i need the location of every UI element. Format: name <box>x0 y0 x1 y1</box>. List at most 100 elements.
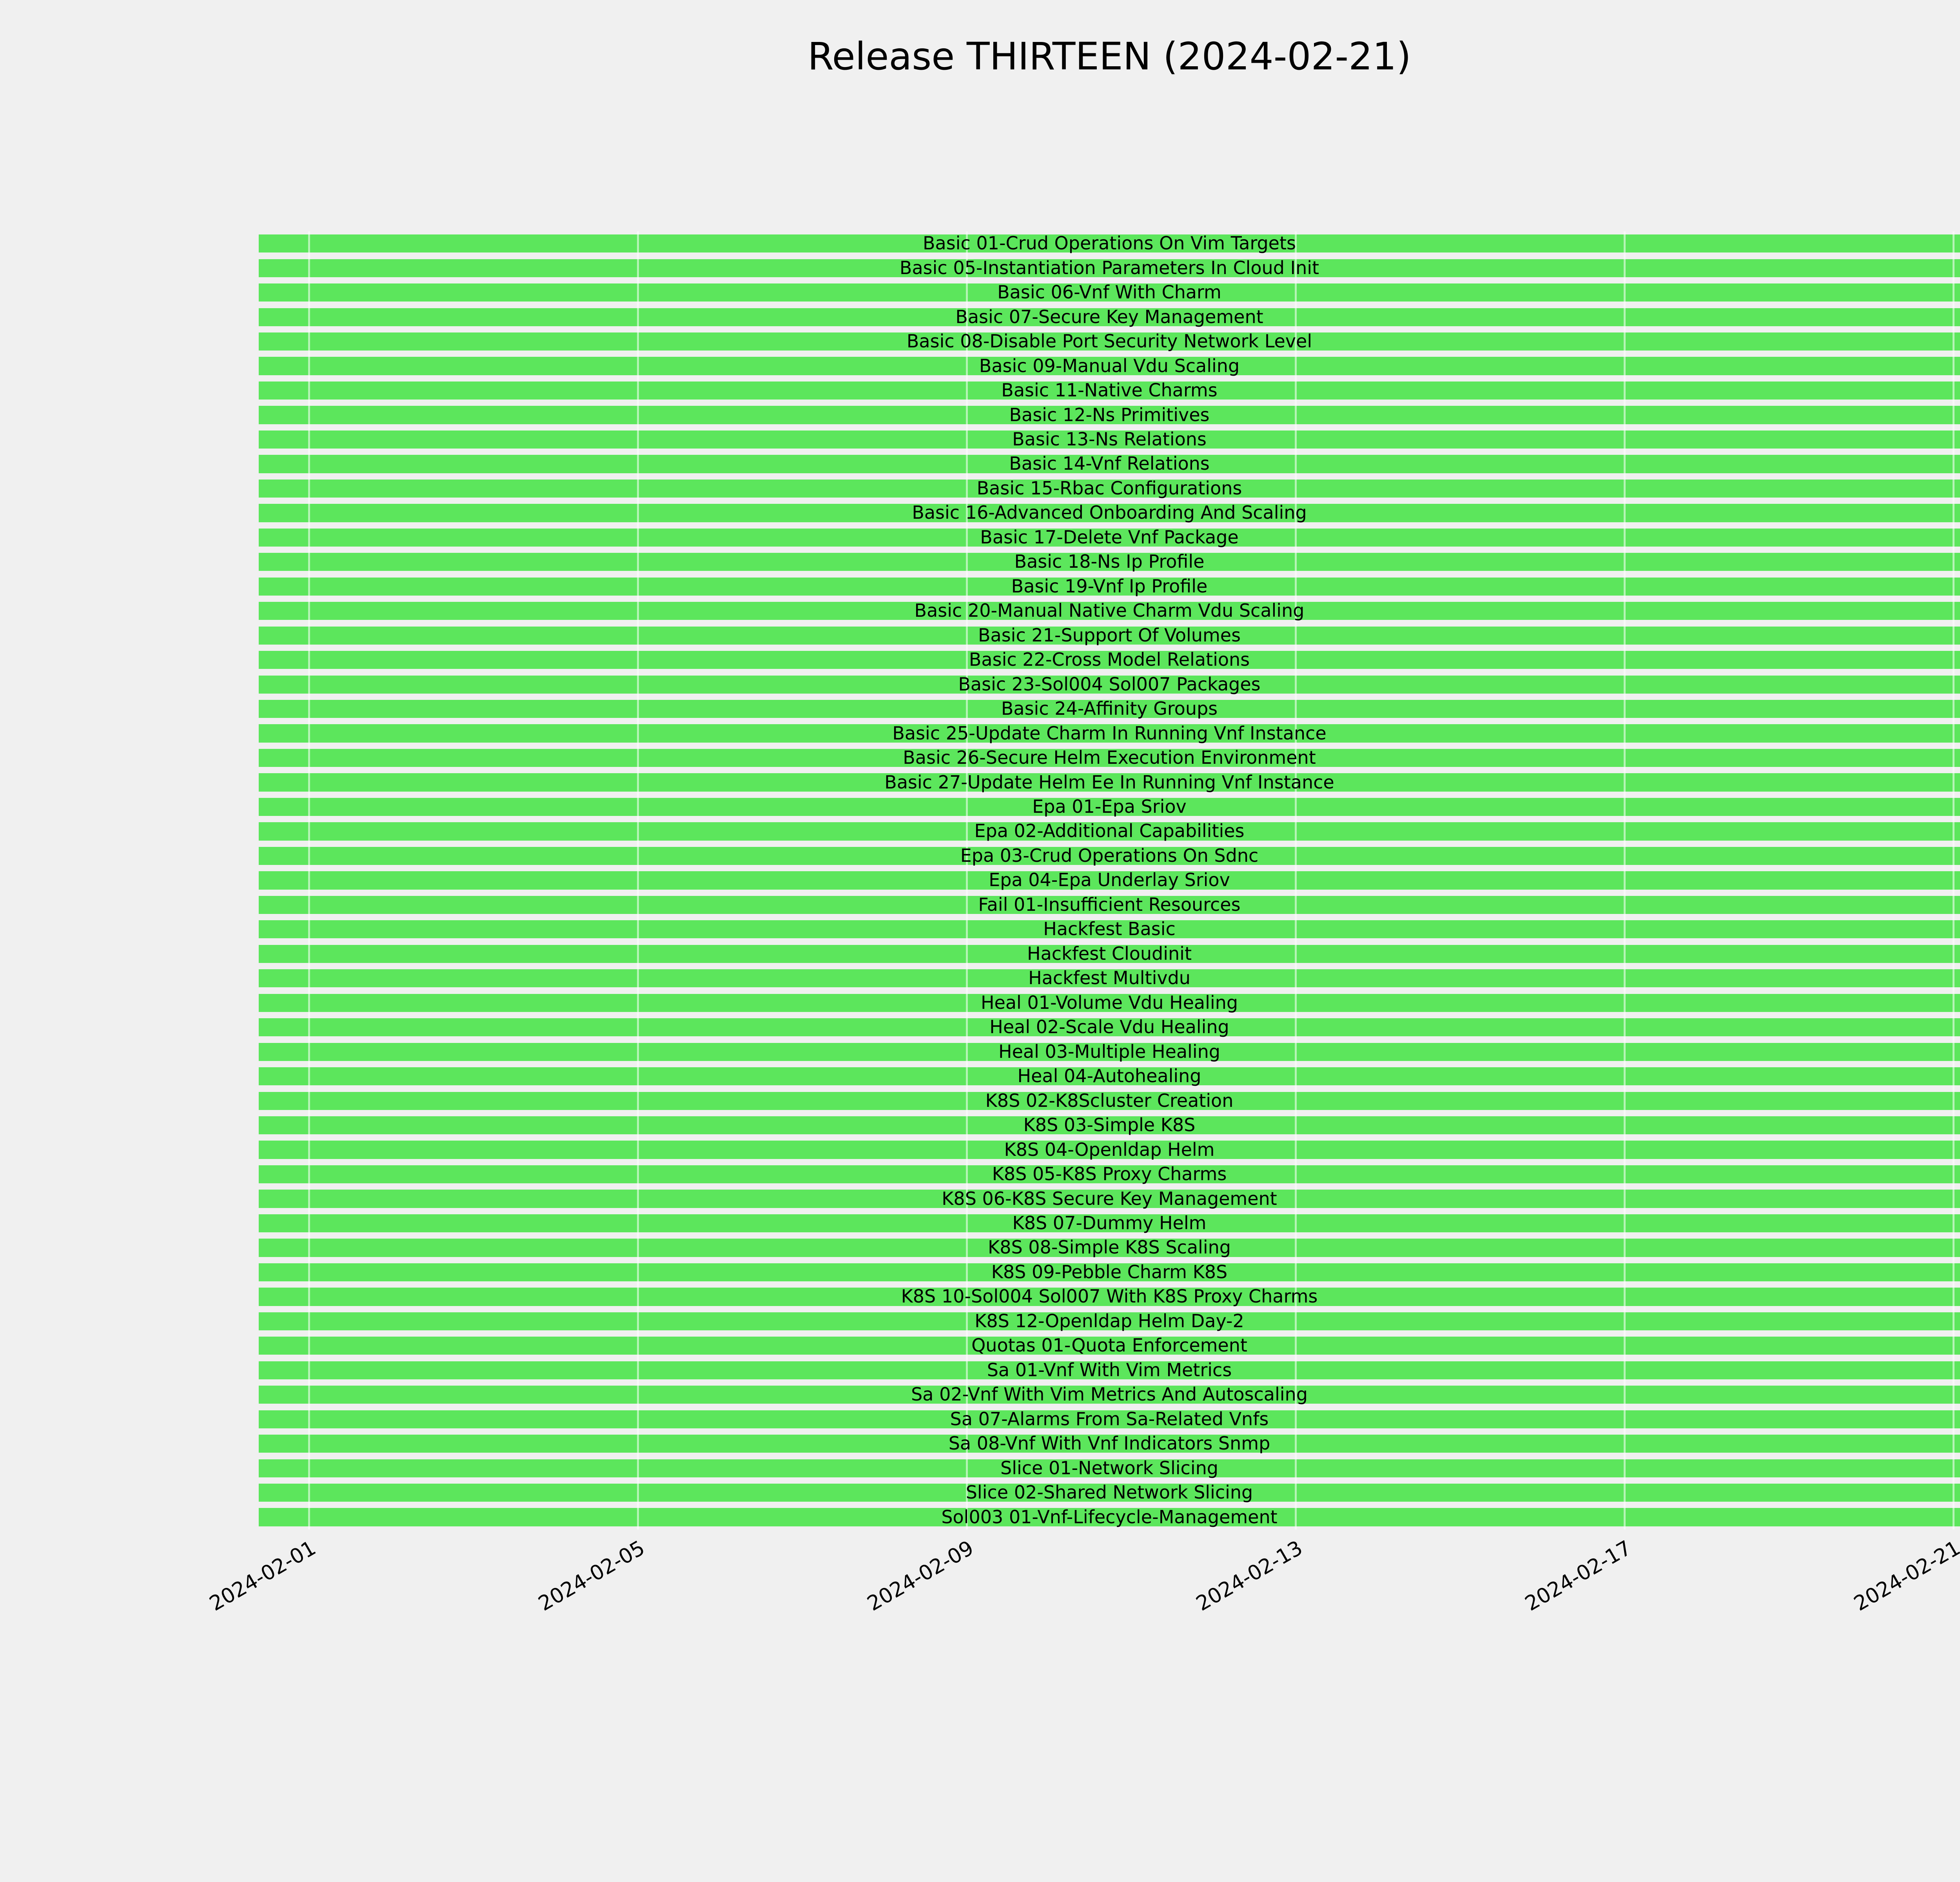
task-row: Slice 01-Network Slicing <box>259 1456 1960 1480</box>
task-bar <box>259 748 1960 767</box>
gridline <box>1624 231 1626 1530</box>
task-bar <box>259 234 1960 253</box>
task-row: K8S 03-Simple K8S <box>259 1113 1960 1137</box>
task-bar <box>259 994 1960 1012</box>
task-row: Fail 01-Insufficient Resources <box>259 893 1960 917</box>
task-row: Basic 09-Manual Vdu Scaling <box>259 354 1960 378</box>
task-label: Basic 05-Instantiation Parameters In Clo… <box>899 257 1319 278</box>
task-row: Heal 03-Multiple Healing <box>259 1039 1960 1064</box>
task-bar <box>259 896 1960 914</box>
task-label: Slice 01-Network Slicing <box>1000 1457 1218 1479</box>
x-tick-label: 2024-02-13 <box>1192 1536 1307 1616</box>
task-bar <box>259 724 1960 743</box>
task-bar <box>259 651 1960 669</box>
task-label: K8S 04-Openldap Helm <box>1004 1139 1215 1160</box>
task-bar <box>259 602 1960 620</box>
task-label: Basic 08-Disable Port Security Network L… <box>906 331 1312 352</box>
task-row: K8S 07-Dummy Helm <box>259 1211 1960 1235</box>
task-row: Basic 15-Rbac Configurations <box>259 476 1960 501</box>
task-label: Basic 17-Delete Vnf Package <box>980 526 1239 548</box>
task-row: Basic 14-Vnf Relations <box>259 452 1960 476</box>
task-row: Basic 05-Instantiation Parameters In Clo… <box>259 256 1960 280</box>
task-row: Basic 20-Manual Native Charm Vdu Scaling <box>259 599 1960 623</box>
task-label: Basic 13-Ns Relations <box>1012 429 1207 450</box>
task-label: K8S 08-Simple K8S Scaling <box>988 1237 1231 1258</box>
task-row: K8S 10-Sol004 Sol007 With K8S Proxy Char… <box>259 1284 1960 1309</box>
task-label: Epa 02-Additional Capabilities <box>974 820 1245 842</box>
task-label: Fail 01-Insufficient Resources <box>978 894 1241 915</box>
task-label: K8S 07-Dummy Helm <box>1012 1212 1207 1234</box>
task-row: Basic 21-Support Of Volumes <box>259 623 1960 648</box>
task-bar <box>259 1484 1960 1502</box>
task-row: Basic 22-Cross Model Relations <box>259 648 1960 672</box>
task-bar <box>259 1410 1960 1428</box>
task-label: Epa 03-Crud Operations On Sdnc <box>960 845 1259 867</box>
task-row: Basic 11-Native Charms <box>259 378 1960 403</box>
task-label: Basic 07-Secure Key Management <box>955 306 1263 327</box>
task-bar <box>259 357 1960 375</box>
task-bar <box>259 871 1960 890</box>
task-bar <box>259 430 1960 449</box>
task-row: Hackfest Basic <box>259 917 1960 941</box>
gridline <box>966 231 968 1530</box>
task-bar <box>259 381 1960 400</box>
task-bar <box>259 308 1960 326</box>
x-tick-label: 2024-02-21 <box>1850 1536 1960 1616</box>
task-row: Epa 04-Epa Underlay Sriov <box>259 868 1960 892</box>
task-bar <box>259 1239 1960 1257</box>
task-bar <box>259 1337 1960 1355</box>
task-bar <box>259 822 1960 841</box>
task-bar <box>259 1116 1960 1135</box>
chart-title: Release THIRTEEN (2024-02-21) <box>808 35 1411 78</box>
task-label: K8S 12-Openldap Helm Day-2 <box>975 1310 1244 1332</box>
task-row: Basic 25-Update Charm In Running Vnf Ins… <box>259 721 1960 745</box>
gridline <box>637 231 639 1530</box>
task-row: Basic 12-Ns Primitives <box>259 403 1960 427</box>
task-row: Basic 19-Vnf Ip Profile <box>259 574 1960 599</box>
task-bar <box>259 969 1960 988</box>
task-row: Sa 02-Vnf With Vim Metrics And Autoscali… <box>259 1382 1960 1407</box>
task-label: Basic 22-Cross Model Relations <box>969 649 1250 670</box>
task-label: K8S 09-Pebble Charm K8S <box>991 1261 1228 1283</box>
task-row: Basic 18-Ns Ip Profile <box>259 550 1960 574</box>
task-bar <box>259 920 1960 939</box>
task-bar <box>259 406 1960 424</box>
plot-area: Basic 01-Crud Operations On Vim Targets B… <box>259 231 1960 1530</box>
x-tick-label: 2024-02-05 <box>534 1536 649 1616</box>
task-bar <box>259 1067 1960 1086</box>
task-row: K8S 12-Openldap Helm Day-2 <box>259 1309 1960 1333</box>
task-row: Basic 24-Affinity Groups <box>259 697 1960 721</box>
task-bar <box>259 1165 1960 1184</box>
task-bar <box>259 1435 1960 1453</box>
task-row: Basic 17-Delete Vnf Package <box>259 525 1960 550</box>
task-label: Basic 15-Rbac Configurations <box>976 478 1242 499</box>
task-row: Epa 03-Crud Operations On Sdnc <box>259 844 1960 868</box>
task-label: Basic 18-Ns Ip Profile <box>1014 551 1205 572</box>
task-label: Basic 21-Support Of Volumes <box>978 624 1241 646</box>
task-label: Basic 24-Affinity Groups <box>1001 698 1218 719</box>
task-label: Heal 02-Scale Vdu Healing <box>989 1016 1229 1038</box>
task-bar <box>259 577 1960 596</box>
task-bar <box>259 1263 1960 1282</box>
task-bar <box>259 259 1960 277</box>
task-label: Sol003 01-Vnf-Lifecycle-Management <box>941 1506 1278 1528</box>
task-bar <box>259 455 1960 473</box>
task-bar <box>259 1459 1960 1477</box>
task-bar <box>259 797 1960 816</box>
task-label: Heal 01-Volume Vdu Healing <box>980 992 1238 1013</box>
task-label: Hackfest Cloudinit <box>1027 943 1192 964</box>
task-row: Epa 02-Additional Capabilities <box>259 819 1960 843</box>
task-row: Hackfest Cloudinit <box>259 942 1960 966</box>
task-row: Basic 27-Update Helm Ee In Running Vnf I… <box>259 770 1960 794</box>
task-bar <box>259 332 1960 351</box>
task-bar <box>259 1018 1960 1037</box>
x-tick-label: 2024-02-17 <box>1521 1536 1636 1616</box>
task-row: Basic 07-Secure Key Management <box>259 305 1960 329</box>
task-label: Epa 01-Epa Sriov <box>1032 796 1187 817</box>
task-label: Basic 27-Update Helm Ee In Running Vnf I… <box>884 771 1334 793</box>
task-label: Basic 19-Vnf Ip Profile <box>1011 575 1208 597</box>
task-label: K8S 02-K8Scluster Creation <box>985 1090 1234 1111</box>
task-row: Basic 23-Sol004 Sol007 Packages <box>259 672 1960 696</box>
task-row: Basic 08-Disable Port Security Network L… <box>259 329 1960 354</box>
